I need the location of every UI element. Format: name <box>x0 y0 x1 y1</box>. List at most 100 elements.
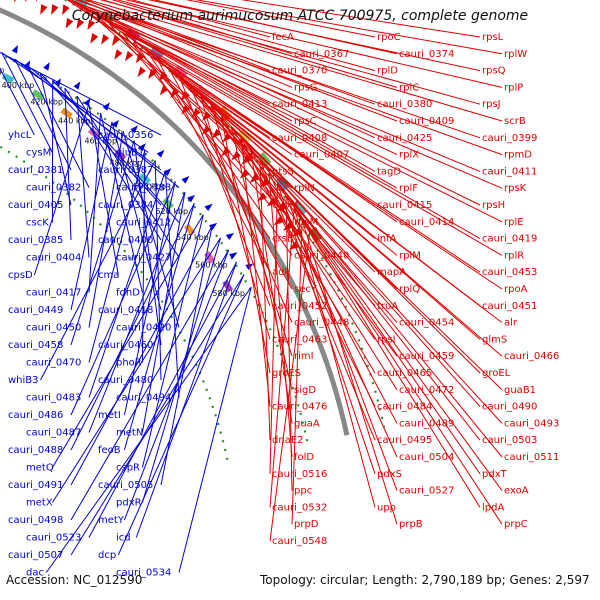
feature-label-reverse: metY <box>98 515 125 526</box>
feature-label-forward: crsE <box>272 234 293 245</box>
label-connector-red <box>210 105 503 357</box>
blue-arrow-feature <box>130 125 138 134</box>
red-arrow-feature <box>231 150 241 161</box>
feature-label-forward: cauri_0440 <box>294 250 349 261</box>
label-connector-blue <box>117 274 245 556</box>
label-connector-red <box>240 137 271 407</box>
label-connector-blue <box>14 58 72 171</box>
label-connector-red <box>124 0 503 88</box>
feature-label-reverse: dcp <box>98 550 116 561</box>
feature-label-forward: rpsH <box>482 200 505 211</box>
feature-label-reverse: cauri_0450 <box>26 323 81 334</box>
feature-label-forward: cauri_0419 <box>482 234 537 245</box>
feature-label-forward: cauri_0425 <box>377 133 432 144</box>
feature-label-reverse: cauri_0458 <box>8 340 63 351</box>
label-connector-red <box>189 85 398 323</box>
label-connector-red <box>259 160 481 441</box>
kbp-tick-label: 520 kbp <box>156 207 189 216</box>
blue-arrow-feature <box>11 44 18 54</box>
feature-label-forward: cauri_0465 <box>377 368 432 379</box>
label-connector-red <box>194 0 503 55</box>
label-connector-red <box>121 31 503 223</box>
rrna-feature-block <box>149 45 165 60</box>
feature-label-reverse: cauri_0383 <box>116 183 171 194</box>
feature-label-forward: adk <box>272 267 290 278</box>
kbp-tick-label: 580 kbp <box>212 289 245 298</box>
feature-label-forward: rpsG <box>294 82 317 93</box>
feature-label-forward: fecA <box>272 32 294 43</box>
label-connector-blue <box>70 249 230 521</box>
label-connector-red <box>259 160 271 441</box>
label-connector-blue <box>178 286 252 573</box>
label-connector-red <box>132 39 271 239</box>
feature-label-forward: groES <box>272 368 301 379</box>
blue-arrow-feature <box>0 43 1 53</box>
feature-label-forward: rpsK <box>504 183 527 194</box>
feature-label-reverse: icd <box>116 533 131 544</box>
label-connector-red <box>71 0 503 156</box>
label-connector-red <box>277 183 481 475</box>
label-connector-red <box>70 0 376 139</box>
red-arrow-feature <box>137 66 146 77</box>
feature-label-forward: rpmD <box>504 150 532 161</box>
label-connector-red <box>277 183 376 474</box>
feature-label-forward: cauri_0407 <box>294 150 349 161</box>
feature-label-reverse: cauri_0382 <box>26 183 81 194</box>
feature-label-reverse: cauri_0418 <box>98 305 153 316</box>
feature-label-reverse: cauri_0405 <box>8 200 63 211</box>
feature-label-reverse: cauri_0486 <box>8 410 63 421</box>
feature-label-forward: rplE <box>504 217 524 228</box>
feature-label-forward: cauri_0484 <box>377 402 432 413</box>
feature-label-forward: rplC <box>399 82 419 93</box>
feature-label-reverse: cauri_0487 <box>26 428 81 439</box>
feature-label-forward: ptsS <box>272 166 294 177</box>
label-connector-red <box>240 0 481 38</box>
blue-arrow-feature <box>225 232 235 240</box>
feature-label-forward: mapA <box>377 267 406 278</box>
feature-label-forward: cauri_0516 <box>272 469 327 480</box>
feature-label-forward: rplR <box>504 250 524 261</box>
feature-label-reverse: cauri_0523 <box>26 533 81 544</box>
label-connector-red <box>71 0 398 156</box>
label-connector-red <box>101 0 398 88</box>
label-connector-red <box>74 0 481 139</box>
feature-label-forward: cauri_0532 <box>272 502 327 513</box>
red-arrow-feature <box>259 178 270 188</box>
label-connector-blue <box>70 140 135 346</box>
feature-label-forward: rpoC <box>377 32 401 43</box>
label-connector-blue <box>27 65 90 188</box>
label-connector-blue <box>141 237 222 503</box>
blue-arrow-feature <box>187 194 196 203</box>
feature-label-forward: cauri_0454 <box>399 318 454 329</box>
feature-label-reverse: cscK <box>26 218 49 229</box>
feature-label-forward: cauri_0495 <box>377 435 432 446</box>
feature-label-forward: cauri_0466 <box>504 351 559 362</box>
label-connector-blue <box>45 286 252 573</box>
label-connector-red <box>108 23 481 206</box>
feature-label-reverse: cauri_0449 <box>8 305 63 316</box>
feature-label-forward: groEL <box>482 368 511 379</box>
feature-label-forward: pdxS <box>377 469 402 480</box>
kbp-tick-label: 380 kbp <box>0 66 5 75</box>
red-arrow-feature <box>62 4 70 16</box>
feature-label-reverse: dac <box>26 568 44 579</box>
red-arrow-feature <box>90 32 99 44</box>
label-connector-blue <box>70 121 113 311</box>
feature-label-reverse: cauri_0507 <box>8 550 63 561</box>
red-arrow-feature <box>111 35 121 46</box>
red-arrow-feature <box>40 4 48 15</box>
red-arrow-feature <box>148 68 157 80</box>
label-connector-blue <box>88 261 237 538</box>
label-connector-red <box>231 126 503 391</box>
label-connector-blue <box>88 150 146 363</box>
label-connector-red <box>293 207 376 508</box>
rrna-feature-block <box>60 107 73 119</box>
label-connector-blue <box>88 170 166 398</box>
feature-label-reverse: cauri_0470 <box>26 358 81 369</box>
label-connector-red <box>156 57 481 273</box>
label-connector-red <box>133 39 481 240</box>
accession-label: Accession: NC_012590 <box>6 573 143 587</box>
feature-label-forward: infA <box>377 234 397 245</box>
